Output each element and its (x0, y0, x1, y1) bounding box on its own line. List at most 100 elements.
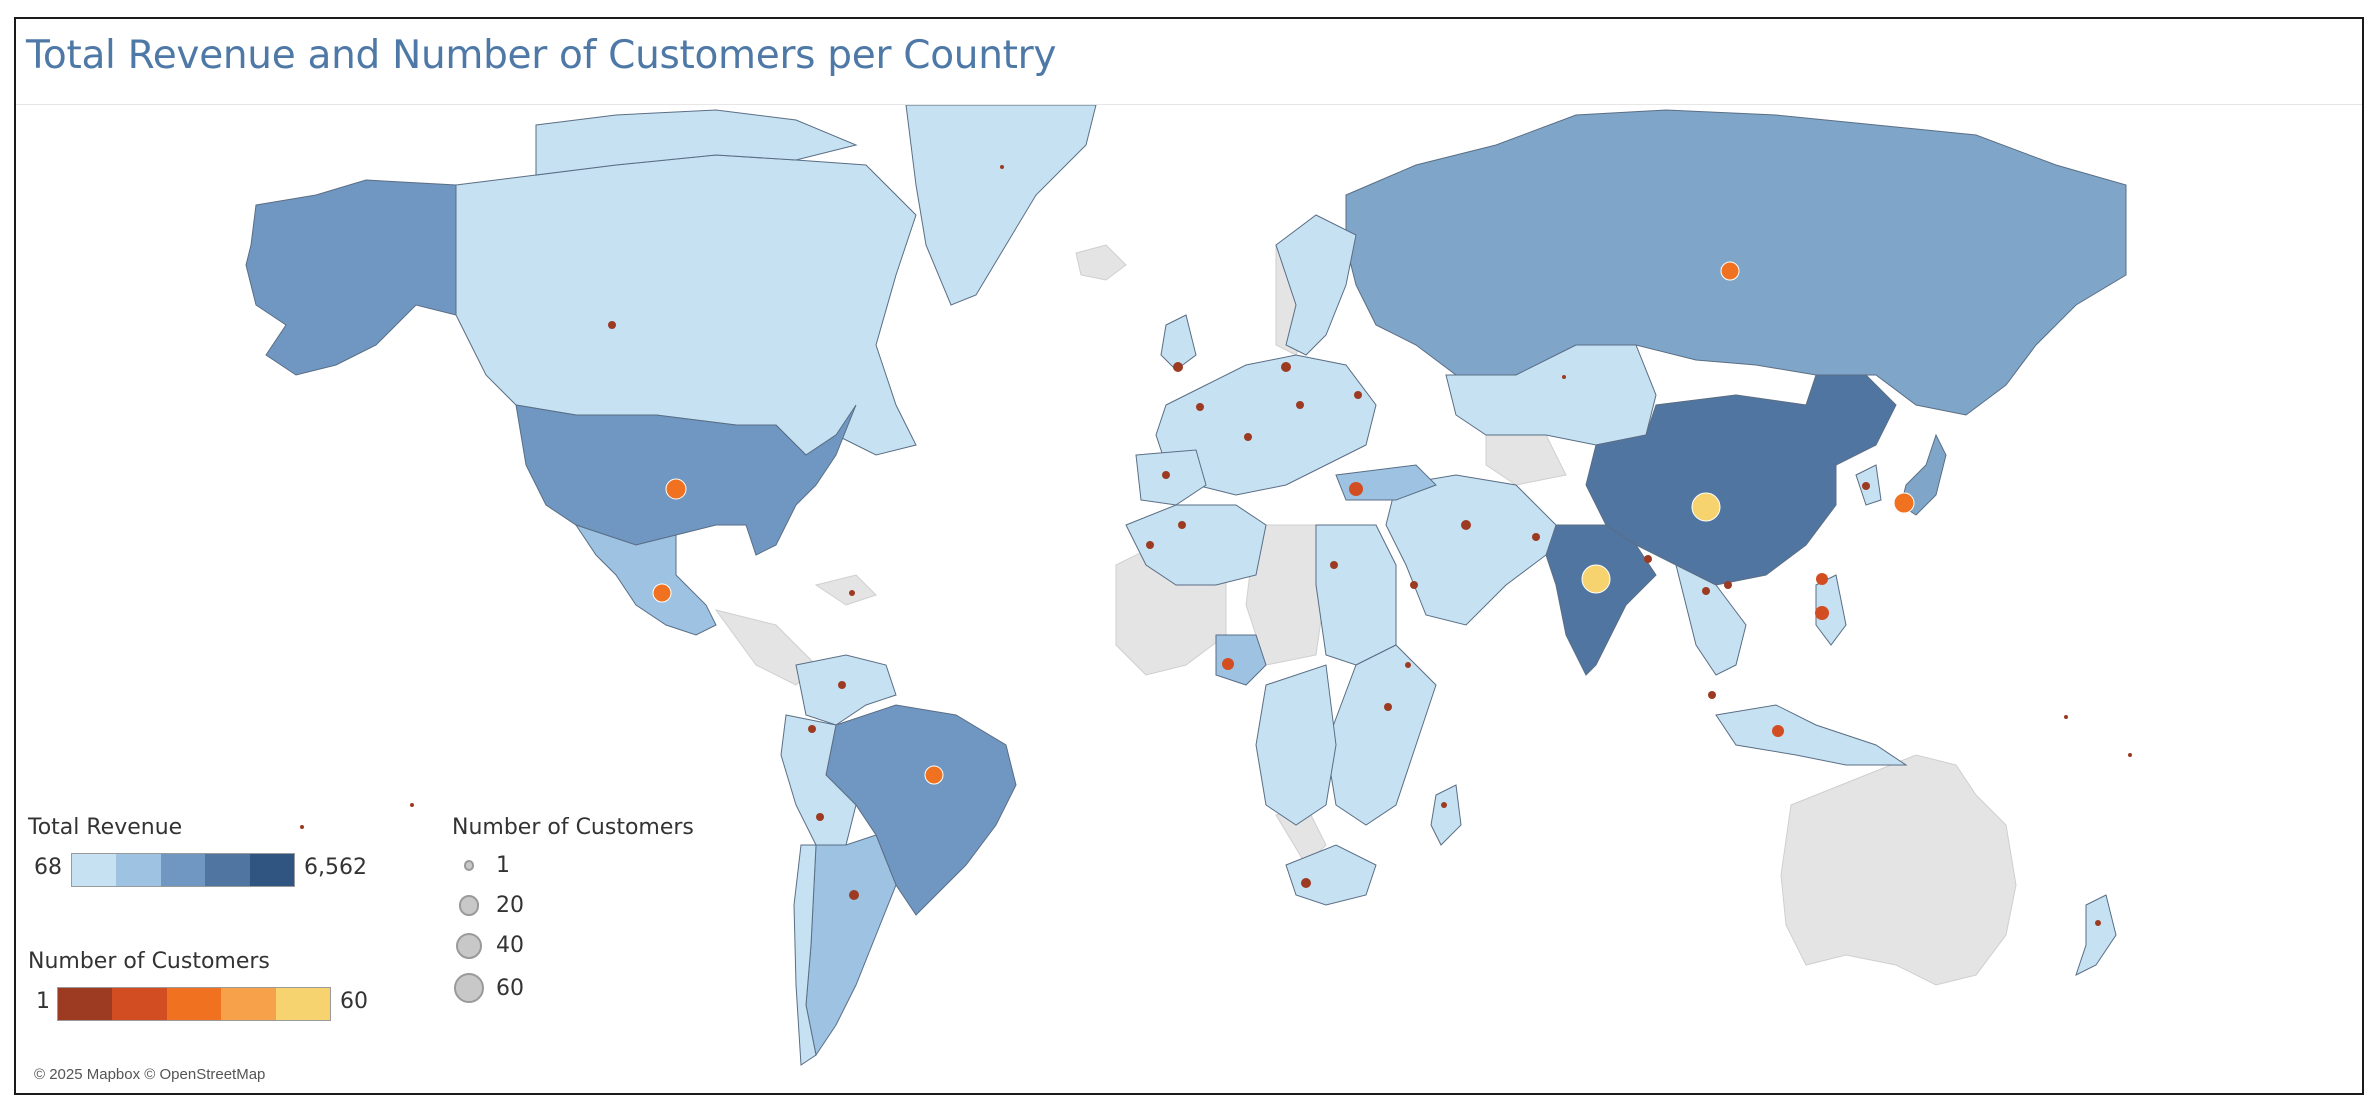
bubble-fiji[interactable] (2128, 753, 2132, 757)
bubble-morocco[interactable] (1146, 541, 1154, 549)
revenue-ramp-step (205, 854, 250, 886)
legend-customers-size: Number of Customers 1 20 40 60 (452, 815, 712, 1015)
bubble-ukraine[interactable] (1354, 391, 1362, 399)
legend-size-item: 40 (452, 933, 524, 959)
bubble-turkey[interactable] (1349, 482, 1363, 496)
bubble-chile[interactable] (816, 813, 824, 821)
bubble-spain[interactable] (1162, 471, 1170, 479)
country-south-africa[interactable] (1285, 844, 1377, 906)
country-argentina[interactable] (805, 834, 897, 1057)
bubble-kazakhstan[interactable] (1562, 375, 1566, 379)
bubble-indonesia[interactable] (1772, 725, 1784, 737)
bubble-bangladesh[interactable] (1644, 555, 1652, 563)
bubble-saudi[interactable] (1410, 581, 1418, 589)
country-india[interactable] (1545, 524, 1657, 676)
legend-size-dot (454, 973, 484, 1003)
bubble-vietnam[interactable] (1724, 581, 1732, 589)
country-australia[interactable] (1780, 754, 2017, 986)
bubble-argentina[interactable] (849, 890, 859, 900)
country-russia[interactable] (1345, 109, 2127, 416)
legend-size-label: 60 (496, 975, 524, 1001)
bubble-mexico[interactable] (652, 583, 672, 603)
bubble-italy[interactable] (1244, 433, 1252, 441)
bubble-algeria[interactable] (1178, 521, 1186, 529)
bubble-south-africa[interactable] (1301, 878, 1311, 888)
revenue-countries (245, 105, 2127, 1066)
country-middle-asia-gray[interactable] (1485, 434, 1567, 486)
country-indonesia[interactable] (1715, 704, 1908, 766)
legend-size-dot-holder (452, 973, 486, 1003)
bubble-russia[interactable] (1720, 261, 1740, 281)
bubble-thailand[interactable] (1702, 587, 1710, 595)
country-caribbean-gray[interactable] (814, 574, 877, 606)
bubble-pakistan[interactable] (1532, 533, 1540, 541)
country-egypt-sudan[interactable] (1315, 524, 1397, 666)
legend-size-item: 20 (452, 893, 524, 918)
country-canada-islands[interactable] (535, 109, 858, 176)
country-greenland[interactable] (905, 105, 1097, 306)
bubble-canada[interactable] (608, 321, 616, 329)
bubble-pacific-island[interactable] (2064, 715, 2068, 719)
bubble-uk[interactable] (1173, 362, 1183, 372)
bubble-india[interactable] (1581, 564, 1611, 594)
bubble-korea[interactable] (1862, 482, 1870, 490)
legend-customers-color-max: 60 (340, 989, 368, 1014)
country-greenland-ice[interactable] (1075, 244, 1127, 281)
bubble-egypt[interactable] (1330, 561, 1338, 569)
country-madagascar[interactable] (1430, 784, 1462, 846)
bubble-germany[interactable] (1281, 362, 1291, 372)
legend-size-dot (463, 860, 475, 871)
legend-revenue-min: 68 (34, 855, 62, 880)
country-iberia[interactable] (1135, 449, 1207, 506)
country-new-zealand[interactable] (2075, 894, 2117, 976)
legend-revenue-title: Total Revenue (28, 815, 183, 840)
bubble-ethiopia[interactable] (1405, 662, 1411, 668)
bubble-peru[interactable] (808, 725, 816, 733)
world-map[interactable] (16, 105, 2362, 1095)
country-central-africa[interactable] (1255, 664, 1337, 826)
bubble-philippines[interactable] (1815, 606, 1829, 620)
bubble-china[interactable] (1691, 492, 1721, 522)
country-mexico[interactable] (574, 524, 717, 636)
bubble-dom-rep[interactable] (849, 590, 855, 596)
country-nigeria[interactable] (1215, 634, 1267, 686)
legend-size-label: 40 (496, 933, 524, 959)
country-north-africa[interactable] (1125, 504, 1267, 586)
customers-ramp-step (166, 988, 222, 1020)
bubble-poland[interactable] (1296, 401, 1304, 409)
bubble-greenland[interactable] (1000, 165, 1004, 169)
country-southeast-asia[interactable] (1675, 564, 1747, 676)
legend-revenue-ramp (71, 853, 295, 887)
country-colombia-venezuela[interactable] (795, 654, 897, 726)
bubble-usa[interactable] (665, 478, 687, 500)
country-chile[interactable] (793, 844, 817, 1066)
bubble-kenya[interactable] (1384, 703, 1392, 711)
bubble-nigeria[interactable] (1222, 658, 1234, 670)
legend-size-label: 20 (496, 893, 524, 918)
country-brazil[interactable] (825, 704, 1017, 916)
bubble-hawaii[interactable] (410, 803, 414, 807)
bubble-malaysia[interactable] (1708, 691, 1716, 699)
legend-size-dot (458, 895, 480, 916)
country-uk[interactable] (1160, 314, 1197, 371)
bubble-new-zealand[interactable] (2095, 920, 2101, 926)
bubble-brazil[interactable] (924, 765, 944, 785)
legend-size-dot (456, 933, 482, 959)
bubble-japan[interactable] (1893, 492, 1915, 514)
bubble-iran[interactable] (1461, 520, 1471, 530)
country-norway-sweden-finland[interactable] (1275, 214, 1357, 356)
legend-customers-color-min: 1 (36, 989, 50, 1014)
country-alaska[interactable] (245, 179, 457, 376)
bubble-france[interactable] (1196, 403, 1204, 411)
customers-ramp-step (221, 988, 276, 1020)
country-middle-east[interactable] (1385, 474, 1557, 626)
bubble-madagascar[interactable] (1441, 802, 1447, 808)
revenue-ramp-step (249, 854, 295, 886)
legend-size-dot-holder (452, 860, 486, 871)
bubble-taiwan[interactable] (1816, 573, 1828, 585)
legend-size-item: 60 (452, 973, 524, 1003)
bubble-colombia[interactable] (838, 681, 846, 689)
bubble-samoa[interactable] (300, 825, 304, 829)
country-east-africa[interactable] (1325, 644, 1437, 826)
country-philippines[interactable] (1815, 574, 1847, 646)
